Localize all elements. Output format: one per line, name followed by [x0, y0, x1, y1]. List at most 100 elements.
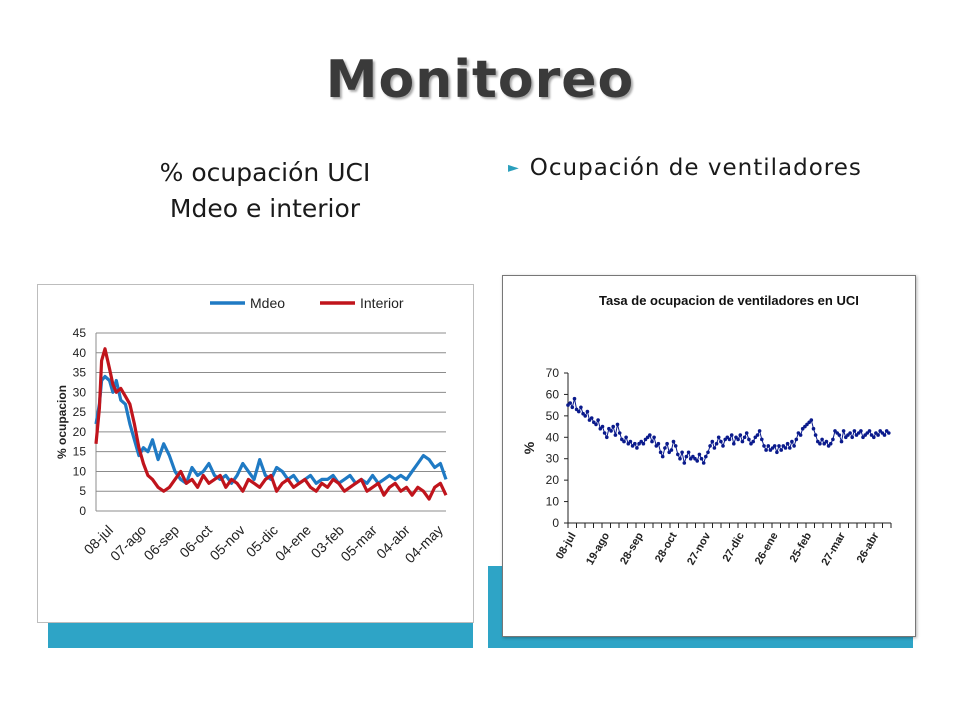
- data-point: [775, 450, 779, 455]
- data-point: [658, 450, 663, 455]
- y-tick-label: 10: [546, 495, 560, 509]
- x-tick-label: 27-dic: [721, 531, 747, 565]
- data-point: [820, 437, 824, 442]
- data-point: [811, 426, 816, 431]
- data-point: [633, 441, 637, 446]
- data-point: [624, 435, 628, 440]
- data-point: [872, 435, 876, 440]
- x-tick-label: 07-ago: [107, 522, 149, 564]
- data-point: [831, 437, 835, 442]
- data-point: [628, 439, 633, 444]
- data-point: [719, 439, 723, 444]
- x-tick-label: 28-oct: [653, 530, 680, 564]
- data-point: [788, 446, 792, 450]
- data-point: [852, 429, 857, 433]
- y-tick-label: 15: [73, 445, 87, 459]
- x-tick-label: 25-feb: [788, 530, 815, 564]
- data-point: [669, 448, 674, 452]
- data-point: [678, 456, 682, 461]
- data-point: [635, 446, 639, 450]
- data-point: [693, 456, 697, 461]
- legend-label: Mdeo: [250, 295, 285, 311]
- data-point: [736, 437, 740, 442]
- arrow-bullet-icon: ►: [508, 160, 520, 176]
- x-tick-label: 27-mar: [820, 530, 849, 568]
- data-point: [572, 396, 577, 401]
- x-tick-label: 05-mar: [337, 522, 380, 565]
- data-point: [738, 433, 743, 437]
- data-point: [764, 448, 768, 452]
- data-point: [708, 444, 712, 448]
- data-point: [583, 414, 587, 418]
- data-point: [744, 431, 749, 435]
- y-tick-label: 30: [546, 452, 560, 466]
- y-tick-label: 60: [546, 387, 560, 401]
- data-point: [757, 429, 762, 433]
- data-point: [641, 441, 646, 446]
- y-tick-label: 0: [79, 504, 86, 518]
- data-point: [753, 435, 758, 440]
- data-point: [751, 439, 755, 444]
- data-point: [617, 431, 622, 435]
- data-point: [650, 439, 654, 444]
- data-point: [732, 441, 736, 446]
- y-tick-label: 50: [546, 409, 560, 423]
- data-point: [824, 439, 829, 444]
- data-point: [577, 409, 581, 414]
- data-point: [729, 433, 734, 437]
- data-point: [574, 407, 579, 412]
- data-point: [742, 435, 747, 440]
- slide-title: Monitoreo: [325, 50, 635, 110]
- x-tick-label: 05-nov: [206, 522, 248, 564]
- data-point: [585, 409, 590, 414]
- icu-occupancy-chart: 0 5 10 15 20 25 30 35 40 45% ocupacion 08-jul 07-ag…: [37, 284, 474, 623]
- data-point: [607, 426, 611, 431]
- y-tick-label: 0: [552, 516, 559, 530]
- x-tick-label: 08-jul: [554, 531, 579, 562]
- data-point: [697, 452, 702, 457]
- series-line-interior: [94, 347, 448, 501]
- y-tick-label: 20: [73, 425, 87, 439]
- data-point: [594, 422, 598, 427]
- ventilator-chart: Tasa de ocupacion de ventiladores en UCI…: [502, 275, 916, 637]
- x-tick-label: 27-nov: [685, 530, 714, 567]
- chart-title: Tasa de ocupacion de ventiladores en UCI: [599, 293, 859, 308]
- series-line-mdeo: [94, 374, 448, 485]
- data-point: [684, 454, 689, 459]
- data-point: [613, 433, 618, 437]
- data-point: [721, 444, 725, 448]
- data-point: [727, 437, 732, 442]
- data-point: [671, 439, 676, 444]
- data-point: [813, 433, 818, 437]
- y-tick-label: 20: [546, 473, 560, 487]
- y-tick-label: 40: [73, 346, 87, 360]
- data-point: [762, 444, 766, 448]
- data-point: [848, 431, 852, 435]
- y-tick-label: 35: [73, 366, 87, 380]
- data-point: [596, 418, 600, 422]
- data-point: [777, 444, 781, 448]
- data-point: [766, 444, 771, 448]
- y-tick-label: 30: [73, 385, 87, 399]
- data-point: [609, 429, 613, 433]
- data-point: [837, 433, 842, 437]
- data-point: [665, 441, 669, 446]
- data-point: [859, 429, 863, 433]
- data-point: [701, 461, 706, 465]
- data-point: [568, 401, 572, 405]
- data-point: [699, 456, 704, 461]
- data-point: [600, 424, 605, 429]
- y-axis-label: %: [521, 441, 537, 454]
- data-point: [667, 450, 671, 455]
- x-tick-label: 04-ene: [272, 522, 314, 564]
- x-tick-label: 06-sep: [140, 522, 182, 564]
- data-point: [876, 433, 880, 437]
- data-point: [620, 437, 624, 442]
- left-chart-heading: % ocupación UCI Mdeo e interior: [60, 155, 470, 227]
- data-point: [656, 441, 661, 446]
- data-point: [783, 446, 788, 450]
- data-point: [682, 461, 687, 465]
- left-heading-line2: Mdeo e interior: [169, 194, 361, 223]
- y-tick-label: 40: [546, 430, 560, 444]
